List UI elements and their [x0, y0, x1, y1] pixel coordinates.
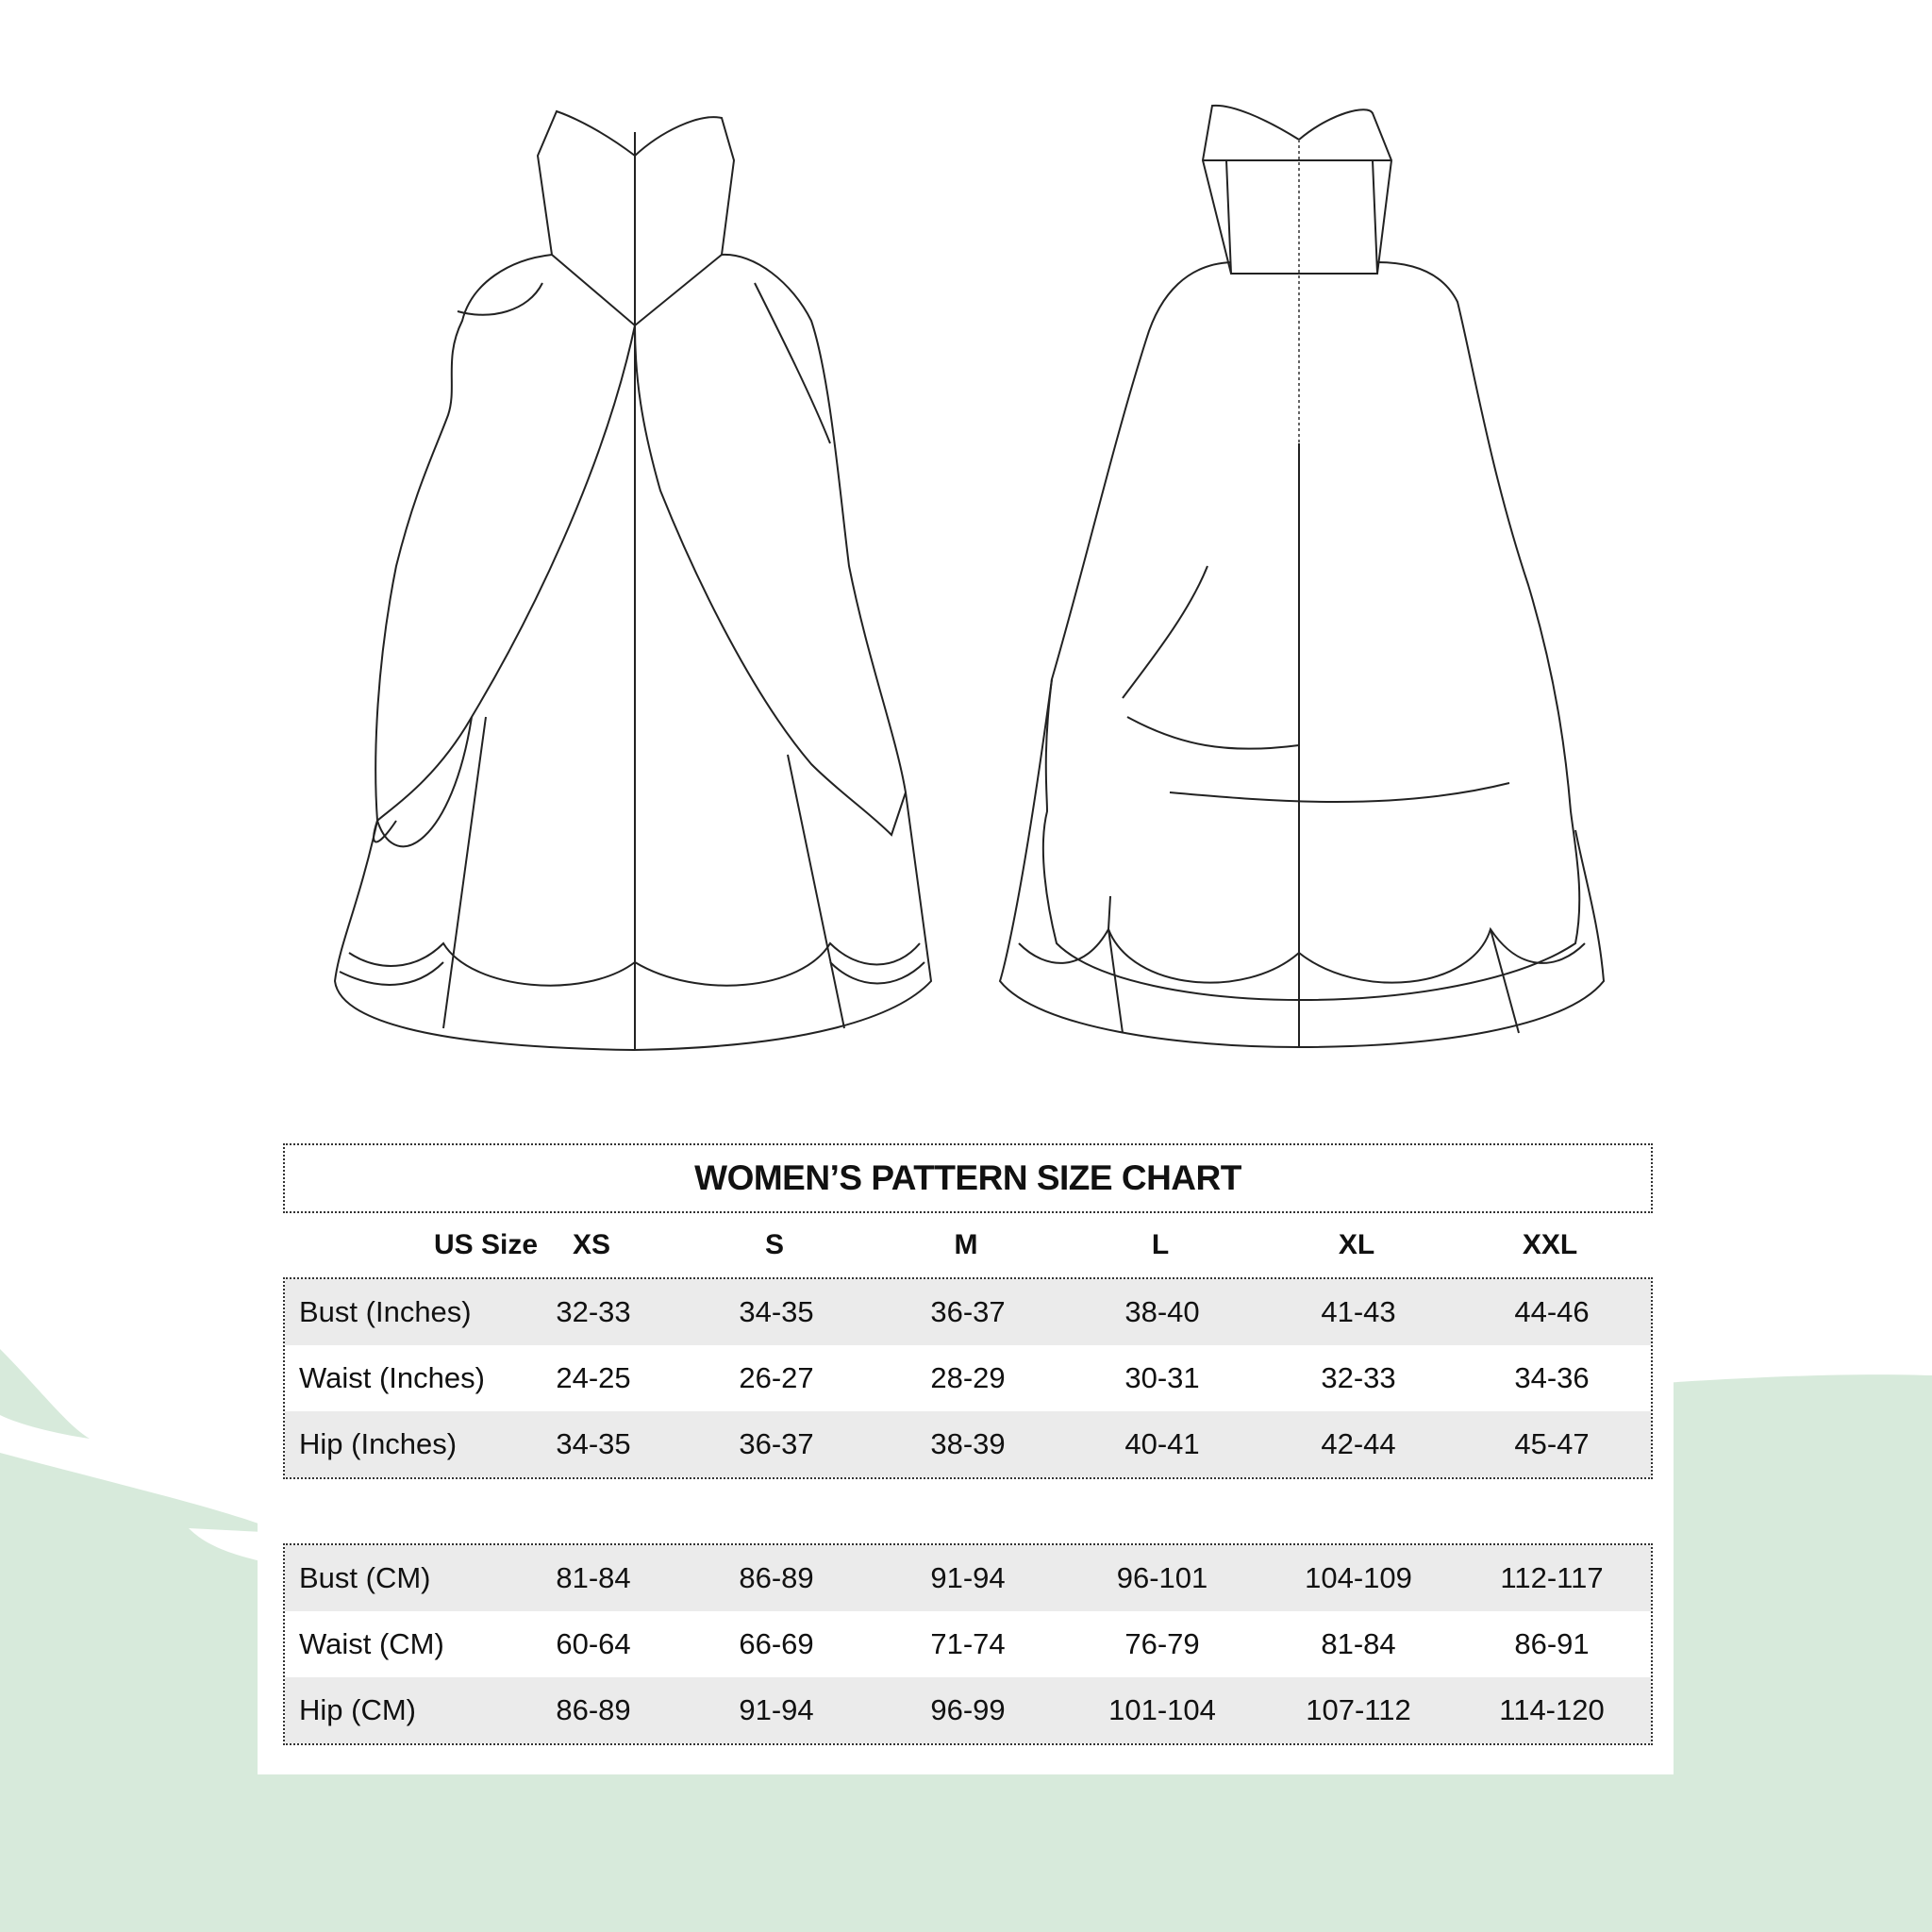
size-value: 114-120 — [1499, 1693, 1605, 1726]
header-xl: XL — [1338, 1229, 1375, 1260]
row-label: Hip (Inches) — [299, 1427, 458, 1460]
size-value: 32-33 — [556, 1295, 631, 1328]
row-label: Bust (CM) — [299, 1561, 431, 1594]
row-label: Bust (Inches) — [299, 1295, 472, 1328]
size-value: 26-27 — [739, 1361, 814, 1394]
size-value: 36-37 — [930, 1295, 1006, 1328]
row-label: Hip (CM) — [299, 1693, 416, 1726]
size-value: 24-25 — [556, 1361, 631, 1394]
back-view-ball-gown-drawing — [998, 104, 1606, 1049]
header-xxl: XXL — [1522, 1229, 1578, 1260]
size-value: 42-44 — [1321, 1427, 1396, 1460]
size-value: 86-89 — [739, 1561, 814, 1594]
table-row: Bust (CM) 81-84 86-89 91-94 96-101 104-109 112… — [285, 1545, 1651, 1611]
size-value: 34-35 — [739, 1295, 814, 1328]
size-value: 40-41 — [1124, 1427, 1200, 1460]
size-value: 81-84 — [556, 1561, 631, 1594]
size-value: 44-46 — [1514, 1295, 1590, 1328]
inches-table: Bust (Inches) 32-33 34-35 36-37 38-40 41-43 44… — [283, 1277, 1653, 1479]
row-label: Waist (CM) — [299, 1627, 444, 1660]
size-value: 104-109 — [1305, 1561, 1412, 1594]
size-value: 30-31 — [1124, 1361, 1200, 1394]
table-row: Hip (Inches) 34-35 36-37 38-39 40-41 42-44 45-… — [285, 1411, 1651, 1477]
cm-table: Bust (CM) 81-84 86-89 91-94 96-101 104-109 112… — [283, 1543, 1653, 1745]
table-row: Waist (CM) 60-64 66-69 71-74 76-79 81-84 86-91 — [285, 1611, 1651, 1677]
size-value: 66-69 — [739, 1627, 814, 1660]
size-value: 76-79 — [1124, 1627, 1200, 1660]
size-value: 36-37 — [739, 1427, 814, 1460]
size-value: 34-36 — [1514, 1361, 1590, 1394]
size-value: 96-101 — [1116, 1561, 1208, 1594]
table-row: Waist (Inches) 24-25 26-27 28-29 30-31 32-33 3… — [285, 1345, 1651, 1411]
header-m: M — [954, 1229, 978, 1260]
size-value: 112-117 — [1500, 1561, 1604, 1594]
size-header-row: US Size XS S M L XL XXL — [283, 1219, 1651, 1272]
size-value: 81-84 — [1321, 1627, 1396, 1660]
size-value: 45-47 — [1514, 1427, 1590, 1460]
header-us-size: US Size — [433, 1229, 539, 1260]
table-row: Bust (Inches) 32-33 34-35 36-37 38-40 41-43 44… — [285, 1279, 1651, 1345]
size-value: 34-35 — [556, 1427, 631, 1460]
header-l: L — [1151, 1229, 1170, 1260]
size-value: 32-33 — [1321, 1361, 1396, 1394]
header-xs: XS — [572, 1229, 611, 1260]
size-value: 38-39 — [930, 1427, 1006, 1460]
size-value: 28-29 — [930, 1361, 1006, 1394]
size-value: 60-64 — [556, 1627, 631, 1660]
size-value: 71-74 — [930, 1627, 1006, 1660]
row-label: Waist (Inches) — [299, 1361, 485, 1394]
front-view-ball-gown-drawing — [333, 109, 933, 1052]
size-value: 91-94 — [739, 1693, 814, 1726]
size-value: 107-112 — [1306, 1693, 1411, 1726]
size-value: 86-89 — [556, 1693, 631, 1726]
size-chart-title: WOMEN’S PATTERN SIZE CHART — [283, 1143, 1653, 1213]
size-value: 96-99 — [930, 1693, 1006, 1726]
size-value: 86-91 — [1514, 1627, 1590, 1660]
header-s: S — [764, 1229, 784, 1260]
table-row: Hip (CM) 86-89 91-94 96-99 101-104 107-112 114… — [285, 1677, 1651, 1743]
size-value: 101-104 — [1108, 1693, 1216, 1726]
size-value: 38-40 — [1124, 1295, 1200, 1328]
size-value: 91-94 — [930, 1561, 1006, 1594]
size-value: 41-43 — [1321, 1295, 1396, 1328]
